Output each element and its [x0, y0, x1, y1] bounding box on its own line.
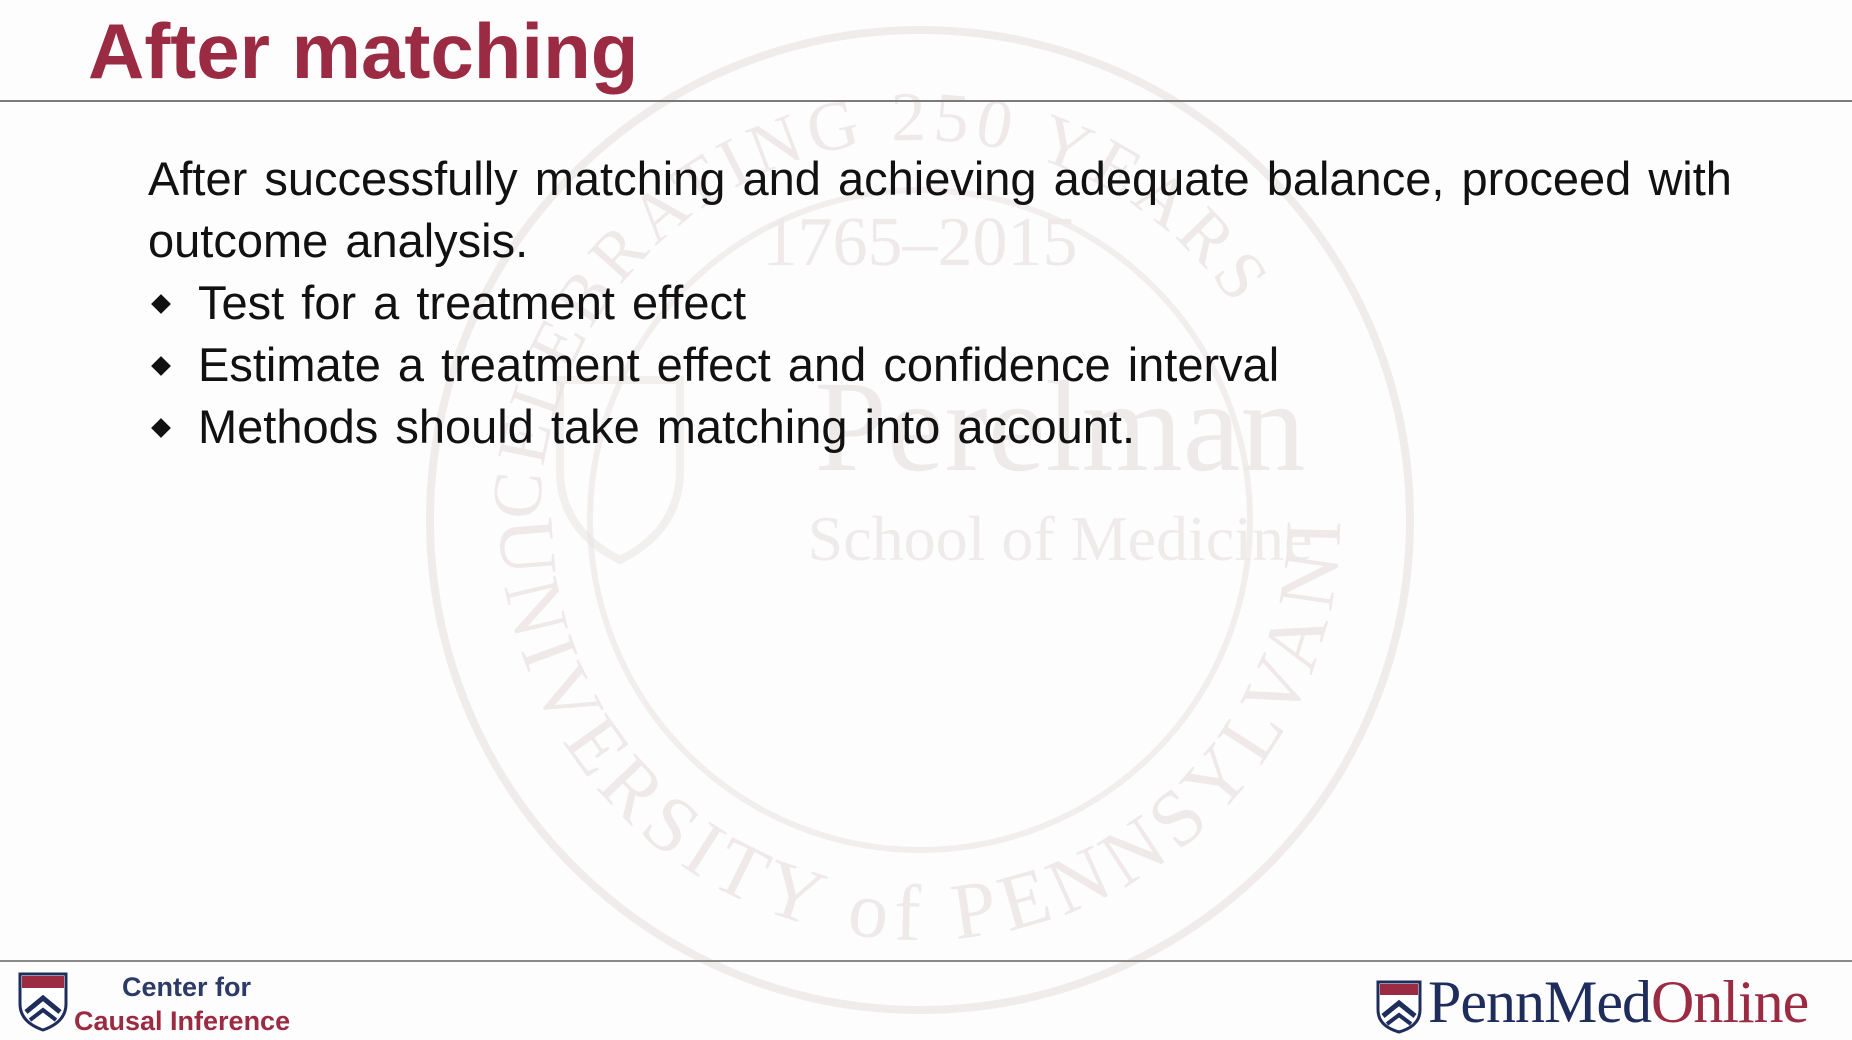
- bullet-item: Estimate a treatment effect and confiden…: [148, 334, 1788, 396]
- diamond-bullet-icon: [151, 294, 171, 314]
- bullet-text: Estimate a treatment effect and confiden…: [198, 338, 1280, 391]
- logo-line-2: Causal Inference: [74, 1006, 291, 1036]
- bullet-list: Test for a treatment effect Estimate a t…: [148, 272, 1788, 458]
- pennmedonline-logo: PennMedOnline: [1372, 969, 1850, 1036]
- footer-divider: [0, 960, 1852, 962]
- bullet-text: Test for a treatment effect: [198, 276, 747, 329]
- title-divider: [0, 100, 1852, 102]
- diamond-bullet-icon: [151, 356, 171, 376]
- bullet-item: Methods should take matching into accoun…: [148, 396, 1788, 458]
- bullet-text: Methods should take matching into accoun…: [198, 400, 1136, 453]
- intro-text: After successfully matching and achievin…: [148, 152, 1732, 267]
- bullet-item: Test for a treatment effect: [148, 272, 1788, 334]
- penn-shield-icon: [1376, 980, 1422, 1034]
- penn-shield-icon: [18, 972, 68, 1032]
- watermark-subname: School of Medicine: [808, 503, 1313, 574]
- diamond-bullet-icon: [151, 418, 171, 438]
- logo-line-1: Center for: [122, 972, 252, 1002]
- logo-online: Online: [1650, 969, 1809, 1035]
- logo-wordmark: PennMedOnline: [1428, 968, 1809, 1037]
- slide-title: After matching: [88, 7, 639, 95]
- slide-body: After successfully matching and achievin…: [148, 148, 1788, 458]
- logo-med: Med: [1544, 969, 1652, 1035]
- logo-penn: Penn: [1428, 969, 1545, 1035]
